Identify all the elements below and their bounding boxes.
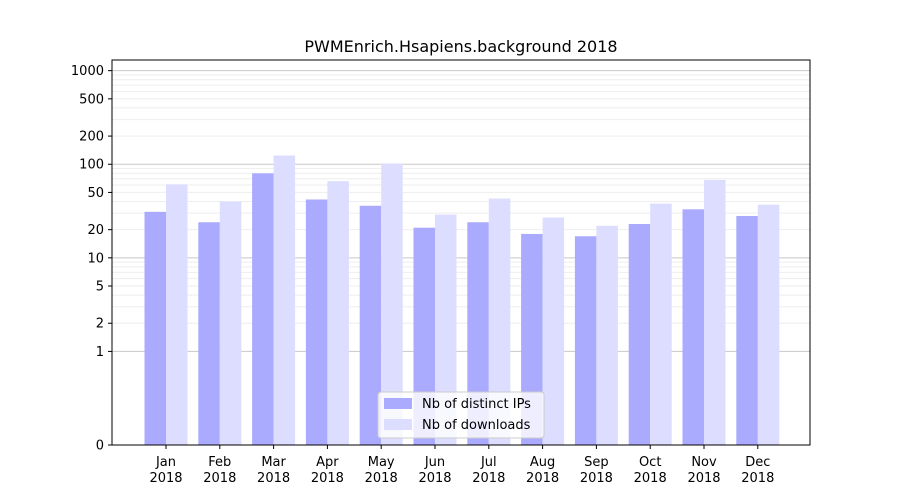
bar-downloads (219, 201, 242, 445)
bar-distinct-ips (198, 222, 220, 445)
bar-layer (144, 155, 780, 445)
bar-downloads (435, 214, 457, 445)
bar-downloads (488, 198, 511, 445)
x-tick-label: Feb 2018 (203, 455, 236, 486)
bar-downloads (327, 181, 349, 445)
x-tick-label: Jan 2018 (149, 455, 182, 486)
bar-distinct-ips (736, 215, 758, 445)
x-axis-ticks: Jan 2018 Feb 2018 Mar 2018 Apr 2018 May 2018 Jun 20… (149, 445, 774, 486)
bar-downloads (273, 155, 296, 445)
bar-distinct-ips (628, 223, 651, 445)
x-tick-label: Oct 2018 (634, 455, 667, 486)
y-tick-label: 20 (87, 223, 104, 238)
bar-downloads (166, 184, 188, 445)
x-tick-label: May 2018 (365, 455, 398, 486)
legend-box (377, 391, 545, 439)
y-tick-label: 5 (96, 280, 104, 295)
y-axis-ticks: 0 1 2 5 10 20 50 100 200 500 1000 (71, 64, 112, 454)
y-tick-label: 50 (87, 186, 104, 201)
bar-distinct-ips (413, 227, 435, 445)
bar-distinct-ips (305, 199, 328, 445)
bar-distinct-ips (144, 211, 166, 445)
x-tick-label: Mar 2018 (257, 455, 290, 486)
legend-swatch-downloads (384, 419, 412, 430)
bar-downloads (381, 163, 403, 445)
bar-downloads (704, 179, 726, 445)
bar-downloads (650, 203, 672, 445)
bar-distinct-ips (252, 173, 274, 445)
x-tick-label: Aug 2018 (526, 455, 559, 486)
bar-downloads (757, 204, 780, 445)
x-tick-label: Apr 2018 (311, 455, 344, 486)
y-tick-label: 10 (87, 251, 104, 266)
y-tick-label: 1000 (71, 64, 104, 79)
legend-label-distinct-ips: Nb of distinct IPs (422, 397, 531, 412)
legend: Nb of distinct IPs Nb of downloads (377, 391, 545, 439)
legend-label-downloads: Nb of downloads (422, 418, 531, 433)
chart-title: PWMEnrich.Hsapiens.background 2018 (304, 37, 617, 56)
y-tick-label: 100 (79, 158, 104, 173)
y-tick-label: 500 (79, 92, 104, 107)
x-tick-label: Jun 2018 (418, 455, 451, 486)
bar-downloads (596, 225, 618, 445)
y-tick-label: 1 (96, 345, 104, 360)
x-tick-label: Nov 2018 (687, 455, 720, 486)
y-tick-label: 0 (96, 439, 104, 454)
bar-distinct-ips (682, 209, 704, 445)
bar-distinct-ips (359, 205, 382, 445)
x-tick-label: Dec 2018 (741, 455, 774, 486)
plot-frame (111, 59, 811, 446)
y-tick-label: 200 (79, 130, 104, 145)
legend-swatch-distinct-ips (384, 398, 412, 409)
bar-downloads (542, 217, 565, 445)
x-tick-label: Jul 2018 (472, 455, 505, 486)
y-tick-label: 2 (96, 317, 104, 332)
bar-distinct-ips (467, 222, 489, 445)
x-tick-label: Sep 2018 (580, 455, 613, 486)
bar-distinct-ips (574, 236, 597, 445)
